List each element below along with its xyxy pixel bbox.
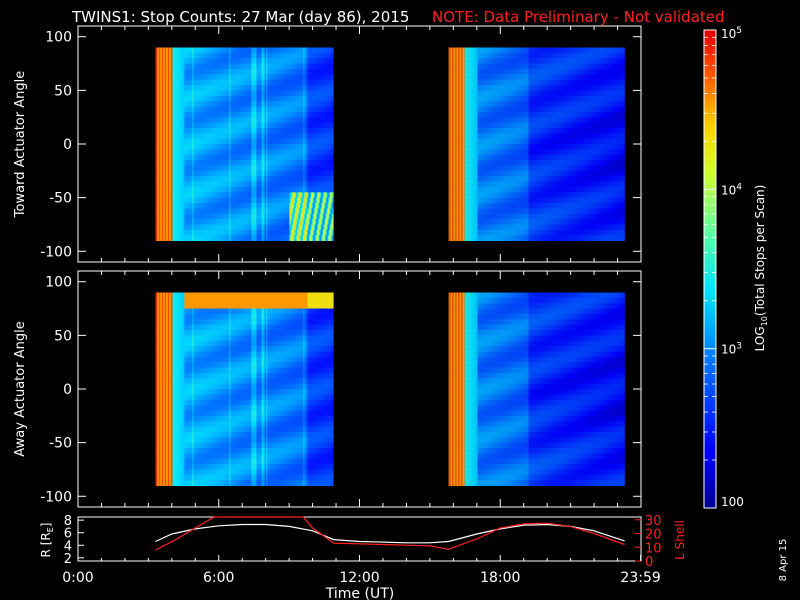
toward-panel-block-1 (155, 48, 333, 242)
chart-title: TWINS1: Stop Counts: 27 Mar (day 86), 20… (71, 8, 409, 26)
toward-data-blocks (155, 48, 624, 242)
preliminary-note: NOTE: Data Preliminary - Not validated (432, 8, 725, 26)
